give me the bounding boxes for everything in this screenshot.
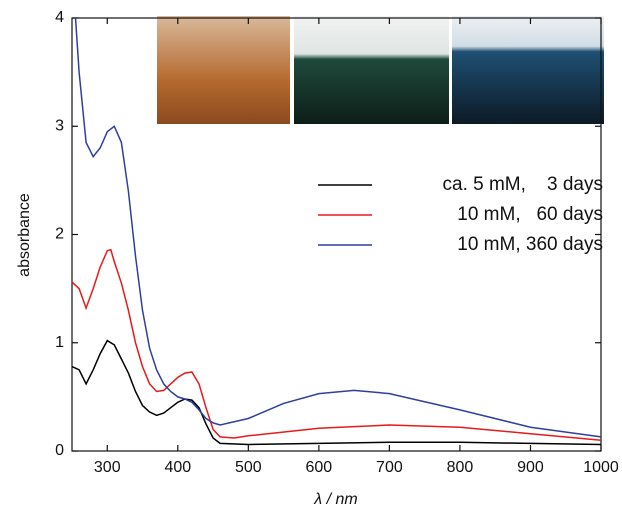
legend-label: ca. 5 mM, 3 days bbox=[443, 174, 604, 195]
x-tick-label: 600 bbox=[306, 459, 333, 476]
series-line bbox=[71, 339, 602, 446]
x-tick-label: 900 bbox=[517, 459, 544, 476]
y-tick-label: 4 bbox=[55, 9, 64, 26]
x-tick-label: 700 bbox=[376, 459, 403, 476]
photo-vial-blue bbox=[452, 16, 604, 124]
photo-dish bbox=[157, 16, 290, 124]
y-tick-label: 3 bbox=[55, 117, 64, 134]
y-tick-label: 1 bbox=[55, 334, 64, 351]
photo-vial-green bbox=[294, 16, 449, 124]
x-tick-label: 1000 bbox=[583, 459, 619, 476]
x-tick-label: 400 bbox=[164, 459, 191, 476]
y-tick-label: 0 bbox=[55, 442, 64, 459]
y-tick-label: 2 bbox=[55, 226, 64, 243]
series-line bbox=[71, 248, 602, 441]
y-axis-label: absorbance bbox=[16, 193, 33, 277]
series-line bbox=[74, 17, 602, 438]
x-axis-label: λ / nm bbox=[313, 491, 357, 508]
legend-label: 10 mM, 360 days bbox=[457, 234, 603, 255]
legend-label: 10 mM, 60 days bbox=[457, 204, 603, 225]
x-tick-label: 800 bbox=[447, 459, 474, 476]
x-tick-label: 300 bbox=[94, 459, 121, 476]
x-tick-label: 500 bbox=[235, 459, 262, 476]
